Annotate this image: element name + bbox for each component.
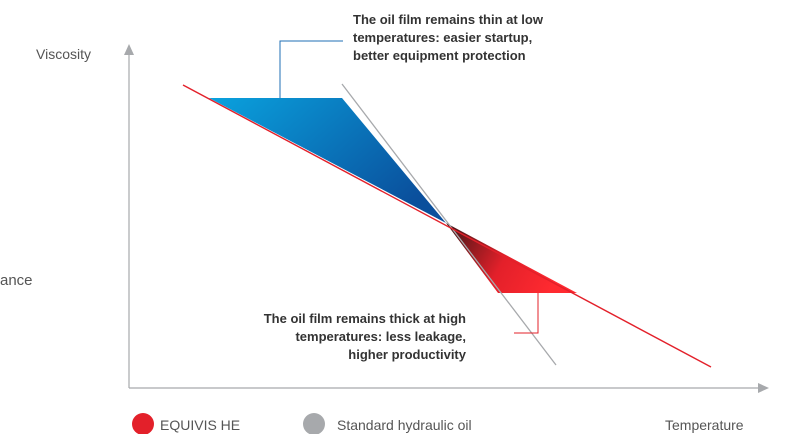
x-axis-arrow-icon bbox=[758, 383, 769, 393]
high-temperature-annotation: The oil film remains thick at high tempe… bbox=[264, 310, 466, 364]
high-temperature-area bbox=[446, 223, 577, 293]
y-axis-label: Viscosity bbox=[36, 46, 91, 62]
low-temperature-annotation: The oil film remains thin at low tempera… bbox=[353, 11, 543, 65]
legend-standard-marker bbox=[303, 413, 325, 434]
annotation-line: The oil film remains thick at high bbox=[263, 311, 466, 326]
legend-equivis-marker bbox=[132, 413, 154, 434]
legend-standard-label: Standard hydraulic oil bbox=[337, 417, 472, 433]
legend-equivis-label: EQUIVIS HE bbox=[160, 417, 241, 433]
top-callout-connector bbox=[279, 40, 343, 98]
annotation-line: temperatures: easier startup, bbox=[353, 30, 533, 45]
cropped-edge-text: ance bbox=[0, 272, 33, 289]
annotation-line: The oil film remains thin at low bbox=[353, 12, 543, 27]
equivis-he-line bbox=[182, 84, 712, 368]
standard-oil-line bbox=[341, 83, 557, 366]
annotation-line: temperatures: less leakage, bbox=[295, 329, 466, 344]
annotation-line: better equipment protection bbox=[353, 48, 526, 63]
x-axis-label: Temperature bbox=[665, 417, 744, 433]
bottom-callout-connector bbox=[514, 293, 539, 334]
y-axis-arrow-icon bbox=[124, 44, 134, 55]
low-temperature-area bbox=[209, 98, 446, 223]
annotation-line: higher productivity bbox=[348, 347, 466, 362]
